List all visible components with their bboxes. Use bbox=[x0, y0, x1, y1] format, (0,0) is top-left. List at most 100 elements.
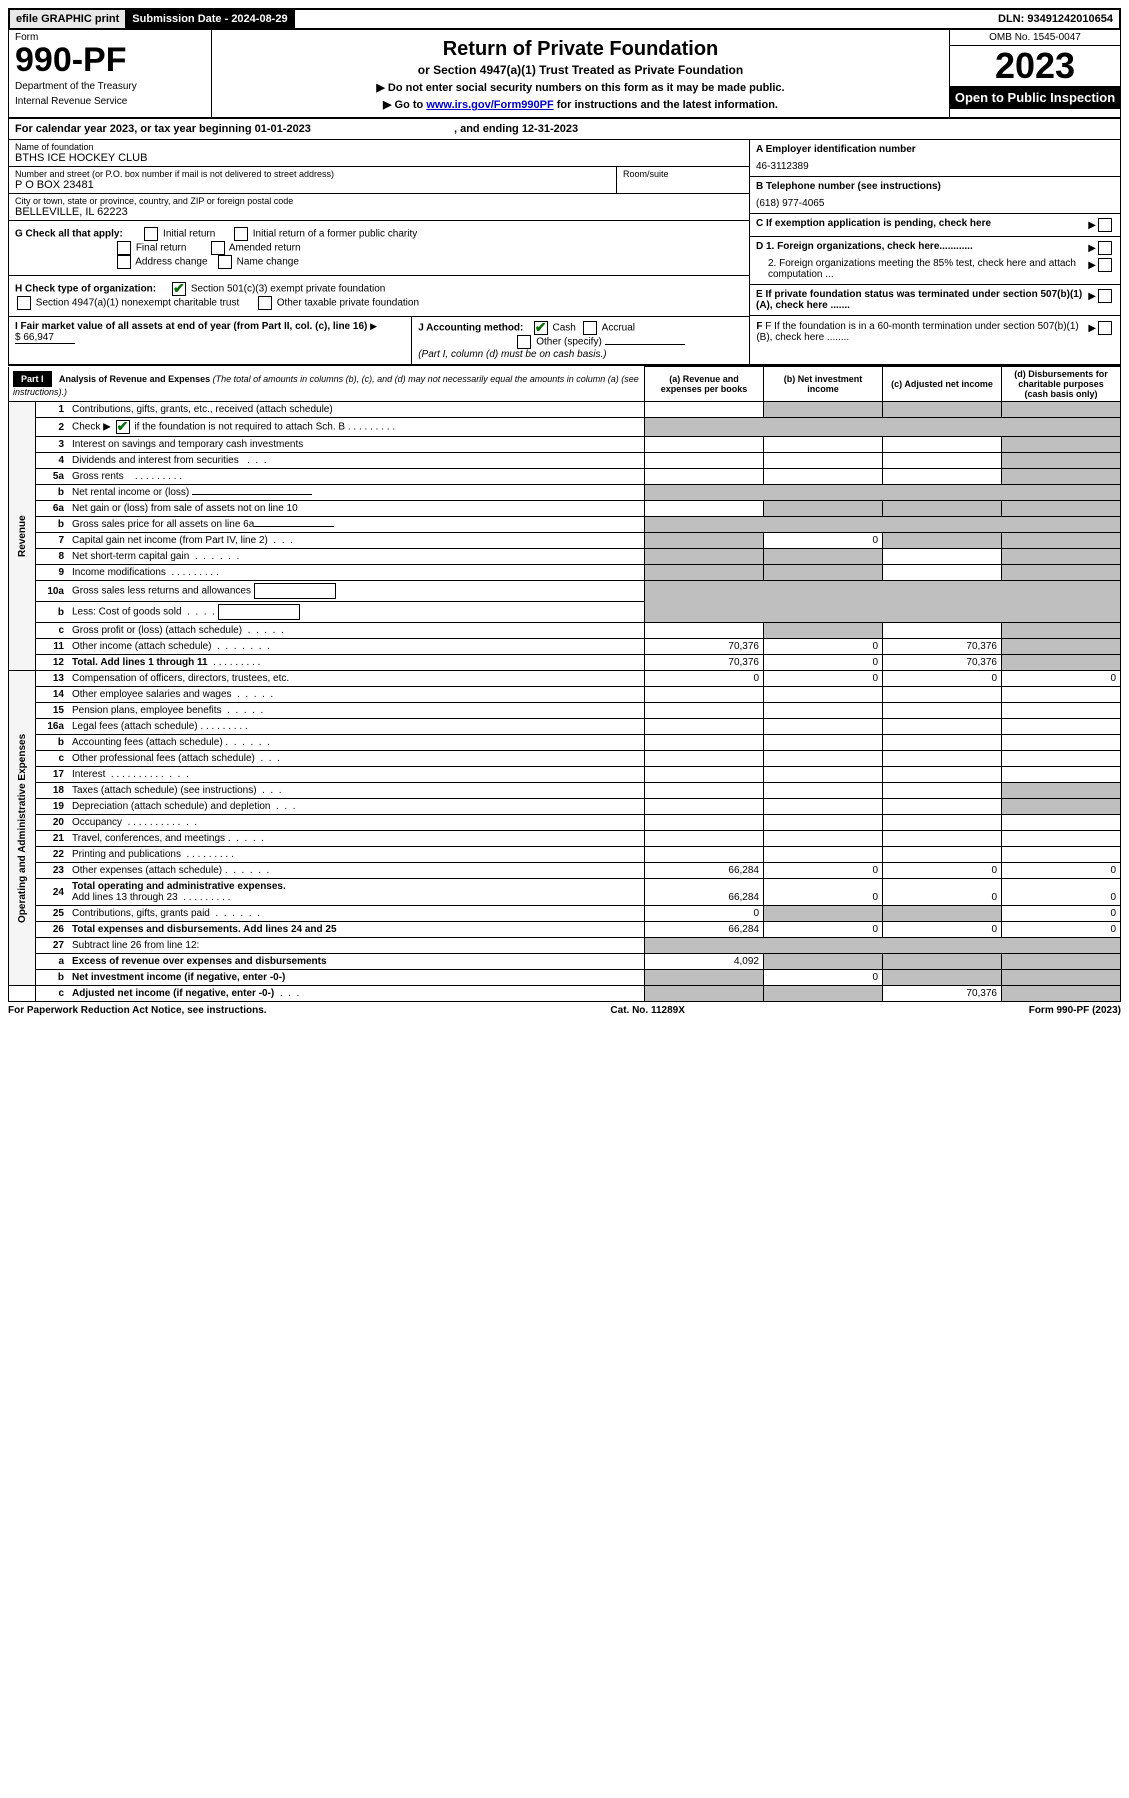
d2-label: 2. Foreign organizations meeting the 85%… bbox=[768, 258, 1088, 280]
line-16b: Accounting fees (attach schedule) bbox=[72, 737, 223, 748]
irs-link[interactable]: www.irs.gov/Form990PF bbox=[426, 99, 553, 111]
val-13b: 0 bbox=[764, 671, 883, 687]
instruction-link: ▶ Go to www.irs.gov/Form990PF for instru… bbox=[222, 98, 939, 111]
line-9: Income modifications bbox=[72, 567, 166, 578]
val-27c: 70,376 bbox=[883, 986, 1002, 1002]
name-change-checkbox[interactable] bbox=[218, 255, 232, 269]
val-23b: 0 bbox=[764, 863, 883, 879]
h1: Section 501(c)(3) exempt private foundat… bbox=[191, 284, 386, 295]
line-16c: Other professional fees (attach schedule… bbox=[72, 753, 255, 764]
line-24: Total operating and administrative expen… bbox=[72, 881, 286, 892]
val-11a: 70,376 bbox=[645, 639, 764, 655]
expenses-label: Operating and Administrative Expenses bbox=[9, 671, 36, 986]
ein: 46-3112389 bbox=[756, 161, 1114, 172]
instr-pre: ▶ Go to bbox=[383, 99, 426, 111]
part1-title: Analysis of Revenue and Expenses bbox=[59, 374, 210, 384]
501c3-checkbox[interactable] bbox=[172, 282, 186, 296]
cal-end: , and ending 12-31-2023 bbox=[454, 123, 578, 135]
ein-label: A Employer identification number bbox=[756, 144, 1114, 155]
val-13a: 0 bbox=[645, 671, 764, 687]
amended-checkbox[interactable] bbox=[211, 241, 225, 255]
footer-form: Form 990-PF (2023) bbox=[1029, 1005, 1121, 1016]
address-change-checkbox[interactable] bbox=[117, 255, 131, 269]
val-26a: 66,284 bbox=[645, 922, 764, 938]
j-other: Other (specify) bbox=[536, 337, 602, 348]
val-25d: 0 bbox=[1002, 906, 1121, 922]
room-label: Room/suite bbox=[623, 169, 743, 179]
footer: For Paperwork Reduction Act Notice, see … bbox=[8, 1002, 1121, 1019]
val-13d: 0 bbox=[1002, 671, 1121, 687]
form-header: Form 990-PF Department of the Treasury I… bbox=[8, 30, 1121, 119]
val-26d: 0 bbox=[1002, 922, 1121, 938]
calendar-year-row: For calendar year 2023, or tax year begi… bbox=[8, 119, 1121, 140]
line-8: Net short-term capital gain bbox=[72, 551, 189, 562]
phone-label: B Telephone number (see instructions) bbox=[756, 181, 1114, 192]
line-6b: Gross sales price for all assets on line… bbox=[72, 519, 254, 530]
col-c-header: (c) Adjusted net income bbox=[883, 367, 1002, 402]
line-27: Subtract line 26 from line 12: bbox=[68, 938, 645, 954]
tax-year: 2023 bbox=[950, 46, 1120, 86]
4947-checkbox[interactable] bbox=[17, 296, 31, 310]
instr-post: for instructions and the latest informat… bbox=[554, 99, 778, 111]
city: BELLEVILLE, IL 62223 bbox=[15, 206, 743, 218]
initial-return-checkbox[interactable] bbox=[144, 227, 158, 241]
g6: Name change bbox=[237, 257, 299, 268]
address: P O BOX 23481 bbox=[15, 179, 610, 191]
line-10c: Gross profit or (loss) (attach schedule) bbox=[72, 625, 242, 636]
line-17: Interest bbox=[72, 769, 105, 780]
other-method-checkbox[interactable] bbox=[517, 335, 531, 349]
dln: DLN: 93491242010654 bbox=[992, 10, 1119, 28]
h3: Other taxable private foundation bbox=[277, 298, 419, 309]
col-b-header: (b) Net investment income bbox=[764, 367, 883, 402]
other-taxable-checkbox[interactable] bbox=[258, 296, 272, 310]
line-10b: Less: Cost of goods sold bbox=[72, 607, 182, 618]
part1-table: Part I Analysis of Revenue and Expenses … bbox=[8, 366, 1121, 1002]
line-25: Contributions, gifts, grants paid bbox=[72, 908, 210, 919]
address-label: Number and street (or P.O. box number if… bbox=[15, 169, 610, 179]
part1-badge: Part I bbox=[13, 371, 52, 387]
revenue-label: Revenue bbox=[9, 402, 36, 671]
val-13c: 0 bbox=[883, 671, 1002, 687]
h2: Section 4947(a)(1) nonexempt charitable … bbox=[36, 298, 239, 309]
schb-checkbox[interactable] bbox=[116, 420, 130, 434]
submission-date: Submission Date - 2024-08-29 bbox=[126, 10, 294, 28]
line-3: Interest on savings and temporary cash i… bbox=[68, 437, 645, 453]
j-cash: Cash bbox=[553, 323, 576, 334]
val-24a: 66,284 bbox=[645, 879, 764, 906]
foundation-name: BTHS ICE HOCKEY CLUB bbox=[15, 152, 743, 164]
col-a-header: (a) Revenue and expenses per books bbox=[645, 367, 764, 402]
instruction-ssn: ▶ Do not enter social security numbers o… bbox=[222, 81, 939, 94]
val-12a: 70,376 bbox=[645, 655, 764, 671]
c-checkbox[interactable] bbox=[1098, 218, 1112, 232]
d2-checkbox[interactable] bbox=[1098, 258, 1112, 272]
val-27b: 0 bbox=[764, 970, 883, 986]
accrual-checkbox[interactable] bbox=[583, 321, 597, 335]
line-27c: Adjusted net income (if negative, enter … bbox=[72, 988, 274, 999]
g5: Address change bbox=[135, 257, 207, 268]
line-15: Pension plans, employee benefits bbox=[72, 705, 222, 716]
footer-left: For Paperwork Reduction Act Notice, see … bbox=[8, 1005, 267, 1016]
line-16a: Legal fees (attach schedule) bbox=[72, 721, 198, 732]
omb-number: OMB No. 1545-0047 bbox=[950, 30, 1120, 46]
e-checkbox[interactable] bbox=[1098, 289, 1112, 303]
cash-checkbox[interactable] bbox=[534, 321, 548, 335]
val-12c: 70,376 bbox=[883, 655, 1002, 671]
d1-checkbox[interactable] bbox=[1098, 241, 1112, 255]
efile-button[interactable]: efile GRAPHIC print bbox=[10, 10, 126, 28]
line-4: Dividends and interest from securities bbox=[72, 455, 239, 466]
col-d-header: (d) Disbursements for charitable purpose… bbox=[1002, 367, 1121, 402]
line-12: Total. Add lines 1 through 11 bbox=[72, 657, 208, 668]
final-return-checkbox[interactable] bbox=[117, 241, 131, 255]
g2: Initial return of a former public charit… bbox=[253, 229, 418, 240]
cal-begin: For calendar year 2023, or tax year begi… bbox=[15, 123, 311, 135]
val-24b: 0 bbox=[764, 879, 883, 906]
val-24d: 0 bbox=[1002, 879, 1121, 906]
h-row: H Check type of organization: Section 50… bbox=[9, 276, 749, 317]
val-26b: 0 bbox=[764, 922, 883, 938]
line-18: Taxes (attach schedule) (see instruction… bbox=[72, 785, 257, 796]
initial-former-checkbox[interactable] bbox=[234, 227, 248, 241]
f-checkbox[interactable] bbox=[1098, 321, 1112, 335]
g-row: G Check all that apply: Initial return I… bbox=[9, 221, 749, 276]
f-label: F If the foundation is in a 60-month ter… bbox=[756, 321, 1078, 343]
val-26c: 0 bbox=[883, 922, 1002, 938]
